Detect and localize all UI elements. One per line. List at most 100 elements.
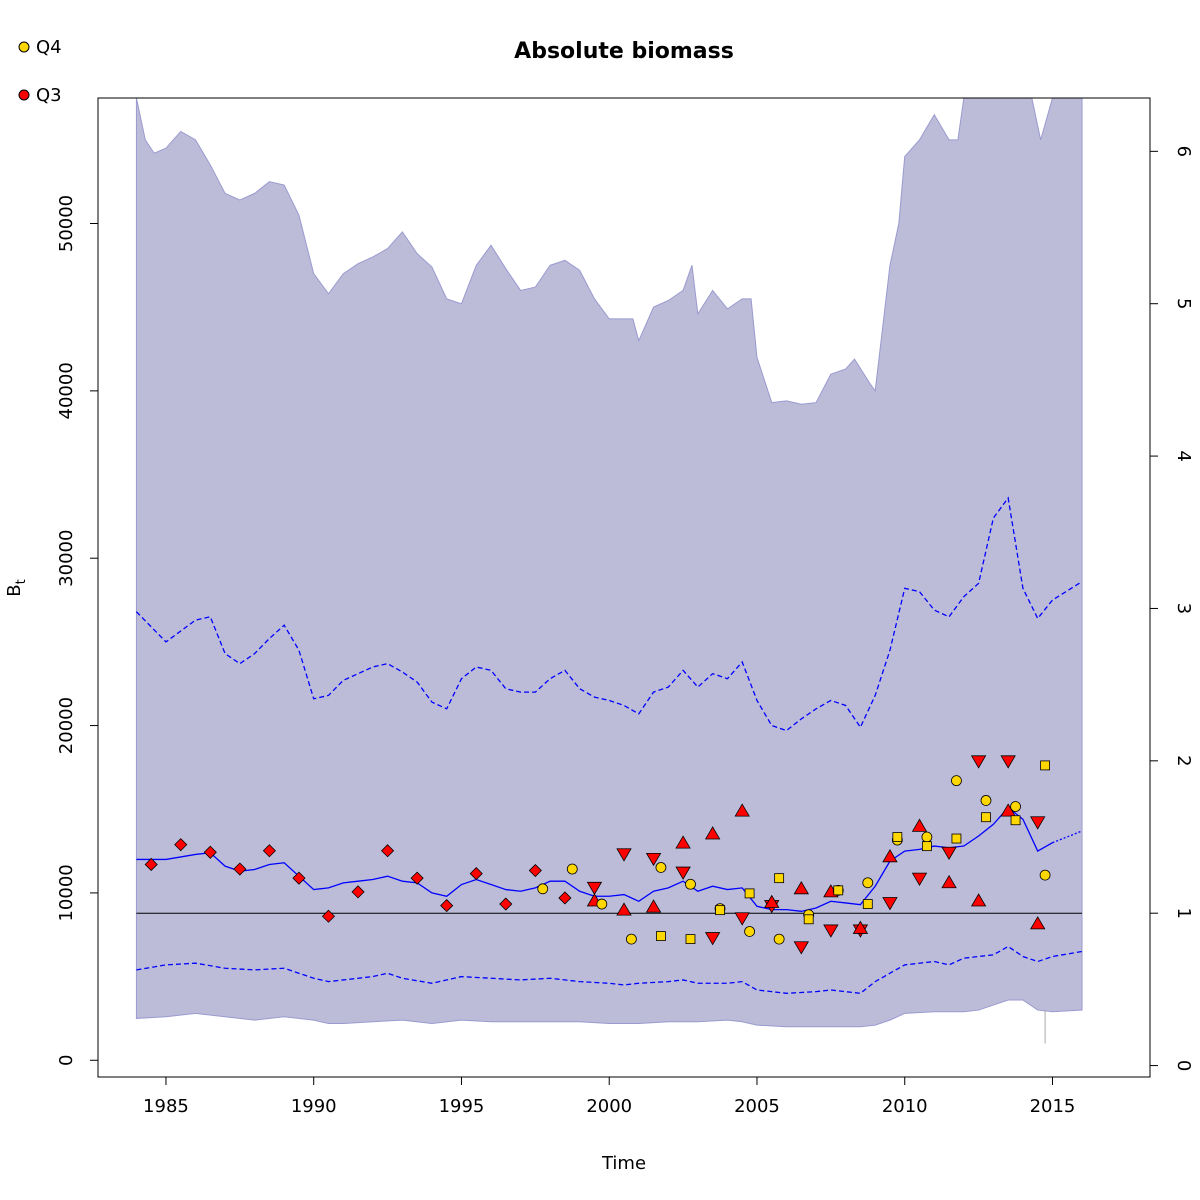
q3-down-triangle-point bbox=[734, 912, 750, 926]
y2-tick-label: 1 bbox=[1173, 907, 1194, 918]
q3-diamond-point bbox=[321, 909, 336, 923]
q4-circle-point bbox=[980, 795, 992, 806]
y-tick-label: 40000 bbox=[56, 362, 77, 419]
q3-diamond-point bbox=[469, 867, 483, 881]
legend-q3-label: Q3 bbox=[36, 85, 62, 106]
q3-up-triangle-point bbox=[734, 803, 750, 817]
q3-up-triangle-point bbox=[616, 902, 632, 916]
q3-up-triangle-point bbox=[1030, 916, 1046, 930]
x-tick-label: 2000 bbox=[586, 1096, 632, 1117]
q3-down-triangle-point bbox=[616, 848, 632, 862]
q3-diamond-point bbox=[262, 844, 276, 858]
y-axis-label-subscript: t bbox=[14, 579, 29, 584]
q4-circle-point bbox=[655, 862, 667, 873]
y2-axis: 0 1 2 3 4 5 6 bbox=[1150, 146, 1194, 1071]
x-tick-label: 2015 bbox=[1030, 1096, 1076, 1117]
q4-square-point bbox=[981, 812, 991, 823]
y-axis: 0 10000 20000 30000 40000 50000 bbox=[56, 195, 98, 1066]
y-tick-label: 30000 bbox=[56, 530, 77, 587]
q4-circle-point bbox=[537, 883, 549, 895]
y-tick-label: 10000 bbox=[56, 864, 77, 921]
q3-up-triangle-point bbox=[970, 893, 987, 907]
y-axis-label-main: B bbox=[4, 584, 25, 596]
legend-q3-marker bbox=[18, 89, 30, 101]
q4-square-point bbox=[833, 885, 844, 896]
y2-tick-label: 2 bbox=[1173, 755, 1194, 766]
q3-diamond-point bbox=[233, 862, 247, 876]
q4-square-point bbox=[1010, 815, 1021, 826]
upper-ci-line bbox=[135, 496, 1083, 732]
q4-circle-point bbox=[625, 933, 637, 945]
q4-circle-point bbox=[773, 933, 785, 945]
q3-down-triangle-point bbox=[882, 897, 898, 911]
q4-square-point bbox=[715, 905, 725, 916]
median-line bbox=[136, 806, 1053, 912]
q3-down-triangle-point bbox=[645, 852, 662, 867]
q4-circle-point bbox=[596, 898, 608, 910]
q3-up-triangle-point bbox=[704, 826, 721, 840]
q3-down-triangle-point bbox=[970, 755, 987, 769]
q3-diamond-point bbox=[440, 899, 454, 913]
q3-down-triangle-point bbox=[941, 846, 957, 861]
y-tick-label: 50000 bbox=[56, 195, 77, 252]
q4-circle-point bbox=[1039, 869, 1051, 881]
q4-circle-point bbox=[685, 878, 696, 890]
q3-diamond-point bbox=[144, 857, 158, 872]
chart-title: Absolute biomass bbox=[514, 39, 734, 64]
q3-down-triangle-point bbox=[586, 881, 603, 896]
x-tick-label: 2005 bbox=[734, 1096, 780, 1117]
q4-circle-point bbox=[744, 926, 755, 937]
y-axis-label-group: Bt bbox=[4, 579, 29, 596]
plot-area bbox=[135, 97, 1083, 1044]
q4-circle-point bbox=[951, 775, 962, 787]
q3-down-triangle-point bbox=[823, 924, 839, 938]
q3-up-triangle-point bbox=[793, 881, 809, 895]
q4-circle-point bbox=[566, 863, 578, 875]
q3-down-triangle-point bbox=[911, 872, 928, 886]
q4-square-point bbox=[685, 934, 696, 945]
q3-diamond-point bbox=[351, 885, 365, 899]
legend-q4-label: Q4 bbox=[36, 37, 62, 58]
q3-diamond-point bbox=[410, 871, 424, 885]
x-tick-label: 1985 bbox=[143, 1096, 189, 1117]
q3-diamond-point bbox=[203, 845, 217, 859]
q4-circle-point bbox=[1010, 801, 1021, 812]
q3-down-triangle-point bbox=[1030, 816, 1046, 830]
median-projection-line bbox=[1052, 830, 1083, 844]
y2-tick-label: 0 bbox=[1173, 1060, 1194, 1071]
q3-diamond-point bbox=[292, 871, 306, 885]
q4-circle-point bbox=[921, 831, 933, 843]
q4-square-point bbox=[744, 888, 755, 899]
x-tick-label: 1990 bbox=[291, 1096, 337, 1117]
legend: Q4 Q3 bbox=[18, 37, 62, 106]
y2-tick-label: 4 bbox=[1173, 450, 1194, 461]
q4-square-point bbox=[656, 931, 666, 941]
q3-diamond-point bbox=[174, 838, 188, 852]
lower-ci-line bbox=[136, 945, 1083, 995]
index-points bbox=[144, 755, 1051, 955]
q3-up-triangle-point bbox=[675, 835, 691, 849]
q3-up-triangle-point bbox=[852, 920, 869, 934]
q3-down-triangle-point bbox=[793, 941, 809, 955]
q3-diamond-point bbox=[499, 897, 513, 911]
q4-square-point bbox=[892, 832, 903, 842]
inner-band bbox=[135, 97, 1083, 1028]
q3-up-triangle-point bbox=[911, 818, 928, 832]
y2-tick-label: 3 bbox=[1173, 603, 1194, 614]
x-axis-label: Time bbox=[601, 1153, 646, 1174]
q3-diamond-point bbox=[381, 844, 395, 858]
y-tick-label: 20000 bbox=[56, 697, 77, 754]
q3-down-triangle-point bbox=[704, 932, 721, 946]
q4-circle-point bbox=[862, 877, 874, 889]
x-tick-label: 1995 bbox=[439, 1096, 485, 1117]
q4-square-point bbox=[921, 841, 932, 852]
plot-frame bbox=[97, 97, 1151, 1078]
y2-tick-label: 6 bbox=[1173, 146, 1194, 157]
y2-tick-label: 5 bbox=[1173, 298, 1194, 309]
q3-diamond-point bbox=[528, 863, 542, 878]
q3-up-triangle-point bbox=[764, 894, 780, 908]
q3-diamond-point bbox=[558, 891, 572, 905]
legend-q4-marker bbox=[18, 41, 30, 53]
q3-down-triangle-point bbox=[1000, 755, 1016, 769]
